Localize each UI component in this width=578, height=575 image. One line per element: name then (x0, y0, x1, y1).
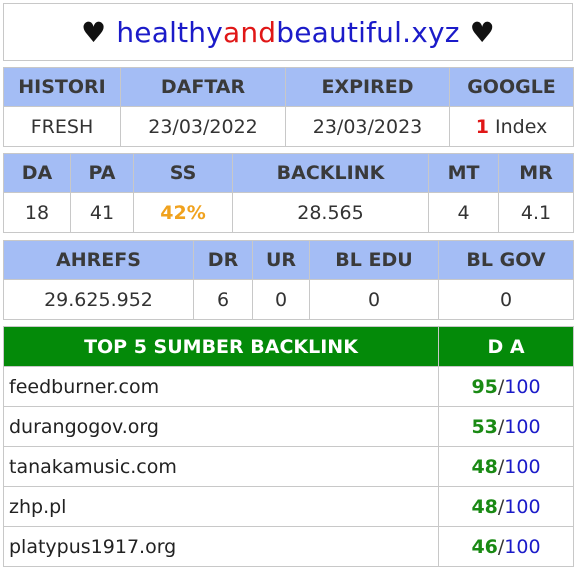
histori-value: FRESH (3, 106, 121, 147)
google-index-label: Index (494, 115, 548, 138)
col-mr: MR (498, 153, 574, 193)
expired-value: 23/03/2023 (285, 106, 450, 147)
bl-gov-value: 0 (438, 279, 574, 320)
bl-edu-value: 0 (309, 279, 439, 320)
col-bl-gov: BL GOV (438, 240, 574, 280)
source-domain: zhp.pl (3, 486, 439, 527)
metrics-table: DA PA SS BACKLINK MT MR 18 41 42% 28.565… (3, 153, 574, 233)
heart-icon: ♥ (81, 15, 107, 49)
col-mt: MT (428, 153, 499, 193)
col-ss: SS (133, 153, 233, 193)
source-domain: durangogov.org (3, 406, 439, 447)
ur-value: 0 (252, 279, 310, 320)
ahrefs-value: 29.625.952 (3, 279, 194, 320)
pa-value: 41 (70, 192, 134, 233)
title-part-healthy: healthy (116, 15, 223, 49)
col-google: GOOGLE (449, 67, 574, 107)
table-row: zhp.pl 48/100 (3, 486, 574, 527)
col-da-sources: D A (438, 326, 574, 367)
site-title: ♥ healthyandbeautiful.xyz ♥ (3, 3, 573, 61)
domain-history-table: HISTORI DAFTAR EXPIRED GOOGLE FRESH 23/0… (3, 67, 574, 147)
ss-value: 42% (133, 192, 233, 233)
source-da: 53/100 (438, 406, 574, 447)
col-da: DA (3, 153, 71, 193)
top-backlink-sources-table: TOP 5 SUMBER BACKLINK D A feedburner.com… (3, 326, 574, 567)
source-domain: feedburner.com (3, 366, 439, 407)
google-index-count: 1 (475, 115, 489, 138)
mt-value: 4 (428, 192, 499, 233)
table-row: feedburner.com 95/100 (3, 366, 574, 407)
google-index-value: 1 Index (449, 106, 574, 147)
col-expired: EXPIRED (285, 67, 450, 107)
table-row: tanakamusic.com 48/100 (3, 446, 574, 487)
ahrefs-table: AHREFS DR UR BL EDU BL GOV 29.625.952 6 … (3, 240, 574, 320)
source-da: 46/100 (438, 526, 574, 567)
heart-icon: ♥ (469, 15, 495, 49)
table-row: durangogov.org 53/100 (3, 406, 574, 447)
title-part-domain: beautiful.xyz (276, 15, 460, 49)
source-domain: platypus1917.org (3, 526, 439, 567)
col-ahrefs: AHREFS (3, 240, 194, 280)
source-da: 95/100 (438, 366, 574, 407)
mr-value: 4.1 (498, 192, 574, 233)
col-daftar: DAFTAR (120, 67, 286, 107)
col-ur: UR (252, 240, 310, 280)
backlink-value: 28.565 (232, 192, 429, 233)
source-da: 48/100 (438, 446, 574, 487)
source-da: 48/100 (438, 486, 574, 527)
col-top5-sources: TOP 5 SUMBER BACKLINK (3, 326, 439, 367)
table-row: platypus1917.org 46/100 (3, 526, 574, 567)
col-bl-edu: BL EDU (309, 240, 439, 280)
da-value: 18 (3, 192, 71, 233)
col-pa: PA (70, 153, 134, 193)
source-domain: tanakamusic.com (3, 446, 439, 487)
title-part-and: and (222, 15, 277, 49)
col-dr: DR (193, 240, 253, 280)
daftar-value: 23/03/2022 (120, 106, 286, 147)
col-backlink: BACKLINK (232, 153, 429, 193)
col-histori: HISTORI (3, 67, 121, 107)
dr-value: 6 (193, 279, 253, 320)
